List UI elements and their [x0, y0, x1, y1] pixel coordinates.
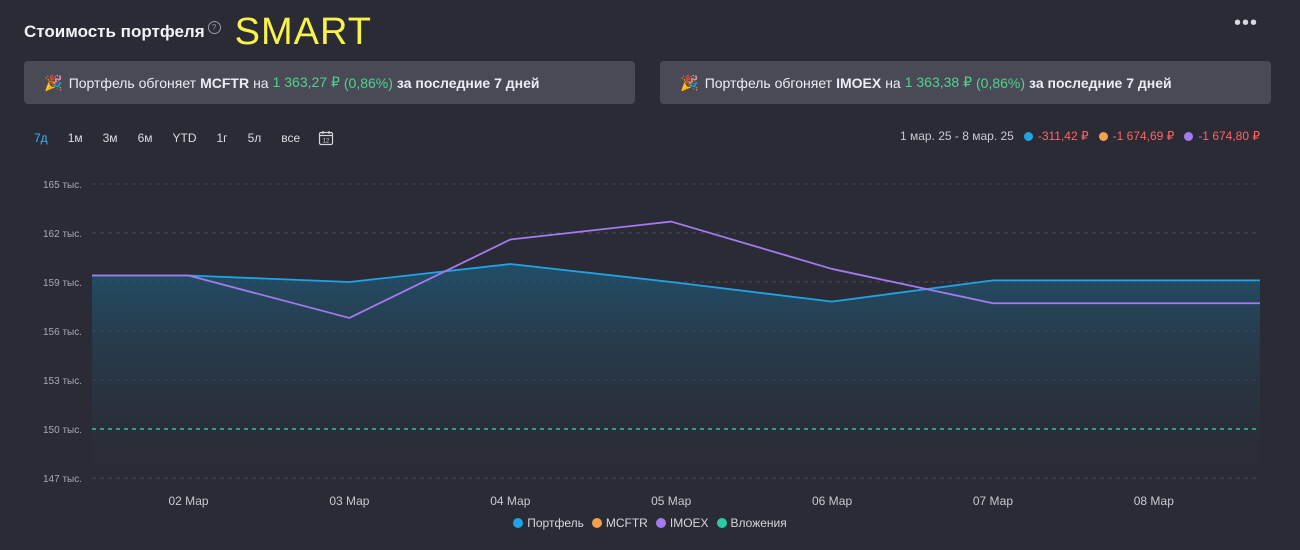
x-tick-label: 08 Мар	[1134, 494, 1174, 508]
x-tick-label: 07 Мар	[973, 494, 1013, 508]
party-popper-icon: 🎉	[44, 74, 63, 92]
summary-dot-portfolio	[1023, 131, 1033, 141]
page-title: Стоимость портфеля	[24, 22, 205, 41]
x-tick-label: 02 Мар	[168, 494, 208, 508]
y-tick-label: 159 тыс.	[43, 278, 82, 289]
banner-prefix: Портфель обгоняет	[68, 74, 197, 91]
help-icon[interactable]: ?	[207, 20, 221, 34]
outperform-banner-mcftr: 🎉 Портфель обгоняет MCFTR на 1 363,27 ₽ …	[24, 61, 635, 104]
legend-item-mcftr[interactable]: MCFTR	[591, 516, 648, 530]
banner-percent: (0,86%)	[976, 74, 1026, 91]
summary-range: 1 мар. 25 - 8 мар. 25	[899, 129, 1014, 143]
x-tick-label: 06 Мар	[812, 494, 852, 508]
summary-value-portfolio: -311,42 ₽	[1037, 129, 1089, 143]
y-tick-label: 153 тыс.	[43, 376, 82, 387]
party-popper-icon: 🎉	[680, 74, 699, 92]
legend-dot	[591, 518, 602, 528]
y-tick-label: 162 тыс.	[43, 229, 82, 240]
period-ytd[interactable]: YTD	[172, 131, 197, 145]
summary-dot-imoex	[1184, 131, 1194, 141]
period-summary: 1 мар. 25 - 8 мар. 25 -311,42 ₽ -1 674,6…	[900, 129, 1260, 143]
y-tick-label: 147 тыс.	[43, 474, 82, 485]
banner-index: IMOEX	[836, 74, 882, 91]
summary-dot-mcftr	[1098, 131, 1108, 141]
y-tick-label: 150 тыс.	[43, 425, 82, 436]
series-line-portfolio	[92, 263, 1260, 303]
period-7d[interactable]: 7д	[34, 131, 48, 145]
banner-prefix: Портфель обгоняет	[704, 74, 833, 91]
calendar-day: 12	[323, 139, 330, 145]
legend-item-imoex[interactable]: IMOEX	[655, 516, 709, 530]
legend-item-invest[interactable]: Вложения	[716, 516, 787, 530]
summary-value-mcftr: -1 674,69 ₽	[1112, 129, 1175, 143]
period-all[interactable]: все	[281, 131, 301, 145]
legend-item-portfolio[interactable]: Портфель	[513, 516, 584, 530]
period-1y[interactable]: 1г	[216, 131, 228, 145]
period-3m[interactable]: 3м	[102, 131, 118, 145]
legend-label: Вложения	[730, 516, 787, 530]
banner-amount: 1 363,27 ₽	[272, 74, 340, 90]
outperform-banner-imoex: 🎉 Портфель обгоняет IMOEX на 1 363,38 ₽ …	[660, 61, 1271, 104]
x-tick-label: 04 Мар	[490, 494, 530, 508]
y-tick-label: 156 тыс.	[43, 327, 82, 338]
banner-suffix: за последние 7 дней	[1029, 74, 1172, 91]
banner-on: на	[885, 74, 901, 91]
series-line-imoex	[92, 220, 1260, 319]
legend-dot	[513, 518, 524, 528]
summary-value-imoex: -1 674,80 ₽	[1198, 129, 1260, 143]
calendar-icon[interactable]: 12	[318, 130, 334, 146]
legend-label: IMOEX	[669, 516, 709, 530]
y-tick-label: 165 тыс.	[43, 180, 82, 191]
banner-index: MCFTR	[200, 74, 250, 91]
x-tick-label: 03 Мар	[329, 494, 369, 508]
legend-label: Портфель	[527, 516, 584, 530]
x-tick-label: 05 Мар	[651, 494, 691, 508]
smart-overlay-label: SMART	[234, 11, 372, 53]
legend-label: MCFTR	[605, 516, 648, 530]
header: Стоимость портфеля ? SMART	[24, 12, 372, 52]
chart-legend: Портфель MCFTR IMOEX Вложения	[0, 516, 1300, 530]
banner-suffix: за последние 7 дней	[396, 74, 540, 91]
period-5y[interactable]: 5л	[247, 131, 262, 145]
banner-on: на	[253, 74, 269, 91]
banner-percent: (0,86%)	[343, 74, 393, 91]
period-1m[interactable]: 1м	[67, 131, 83, 145]
portfolio-area	[92, 264, 1260, 478]
legend-dot	[716, 518, 727, 528]
banner-amount: 1 363,38 ₽	[904, 74, 973, 90]
period-6m[interactable]: 6м	[137, 131, 153, 145]
legend-dot	[655, 518, 666, 528]
period-selector: 7д 1м 3м 6м YTD 1г 5л все 12	[24, 128, 334, 148]
